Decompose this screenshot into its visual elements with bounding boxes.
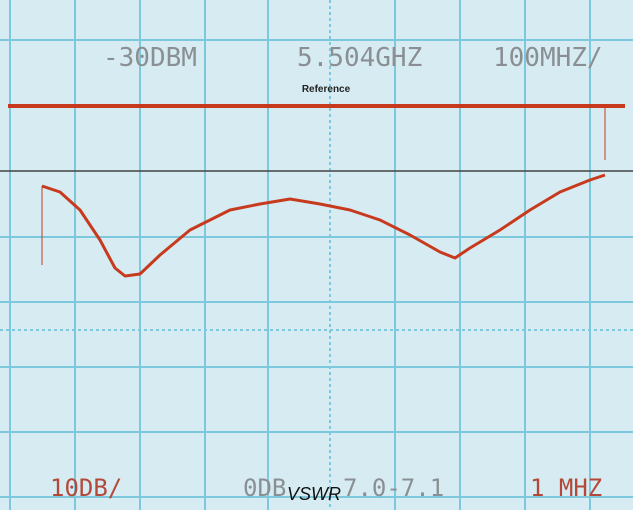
span: 100MHZ/ xyxy=(493,43,603,73)
scale: 10DB/ xyxy=(50,474,122,502)
reference-level: -30DBM xyxy=(103,43,197,73)
bottom-labels: 10DB/ 0DB 7.0-7.1 1 MHZ xyxy=(50,474,602,502)
resolution: 1 MHZ xyxy=(530,474,602,502)
offset: 0DB xyxy=(243,474,286,502)
trace xyxy=(41,173,606,278)
center-frequency: 5.504GHZ xyxy=(297,43,422,73)
top-labels: -30DBM 5.504GHZ 100MHZ/ xyxy=(103,43,603,73)
range: 7.0-7.1 xyxy=(343,474,444,502)
caption: VSWR xyxy=(287,484,341,504)
reference-label: Reference xyxy=(302,84,351,95)
